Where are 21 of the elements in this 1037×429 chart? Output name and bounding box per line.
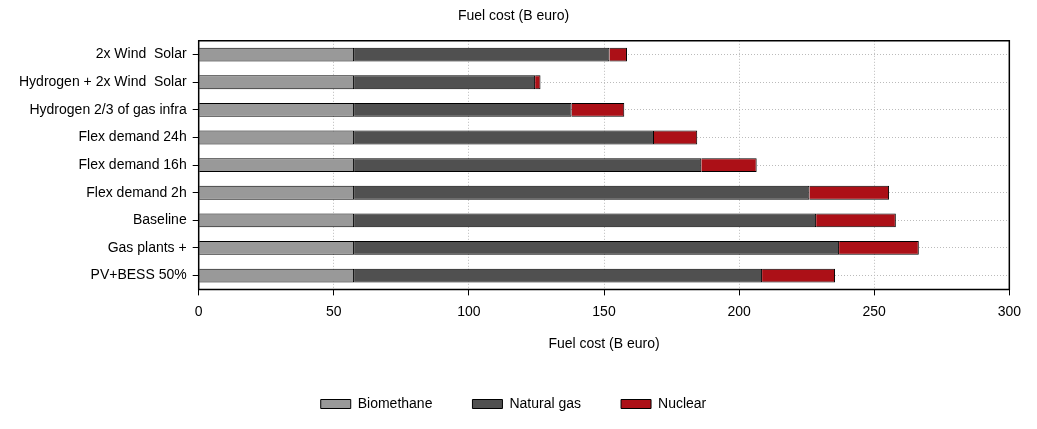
legend-label: Natural gas <box>509 394 582 411</box>
x-tick-label: 250 <box>862 302 887 319</box>
chart-title: Fuel cost (B euro) <box>457 7 570 24</box>
x-tick-label: 50 <box>326 302 342 319</box>
x-tick-label: 200 <box>727 302 751 319</box>
y-tick-label: Hydrogen 2/3 of gas infra <box>29 100 187 117</box>
y-tick-label: Hydrogen + 2x Wind Solar <box>18 73 188 90</box>
x-tick-label: 150 <box>592 302 616 319</box>
y-tick-label: 2x Wind Solar <box>95 45 188 62</box>
y-tick-label: PV+BESS 50% <box>90 266 187 283</box>
y-tick-label: Flex demand 24h <box>78 128 187 145</box>
y-tick-label: Flex demand 16h <box>78 155 187 172</box>
legend-label: Nuclear <box>658 394 707 411</box>
x-axis-title: Fuel cost (B euro) <box>548 335 660 352</box>
x-tick-label: 0 <box>194 302 203 319</box>
y-tick-label: Baseline <box>132 211 187 228</box>
y-tick-label: Gas plants + <box>107 238 187 255</box>
x-tick-label: 300 <box>997 302 1022 319</box>
legend-label: Biomethane <box>357 394 433 411</box>
y-tick-label: Flex demand 2h <box>86 183 187 200</box>
x-tick-label: 100 <box>457 302 481 319</box>
